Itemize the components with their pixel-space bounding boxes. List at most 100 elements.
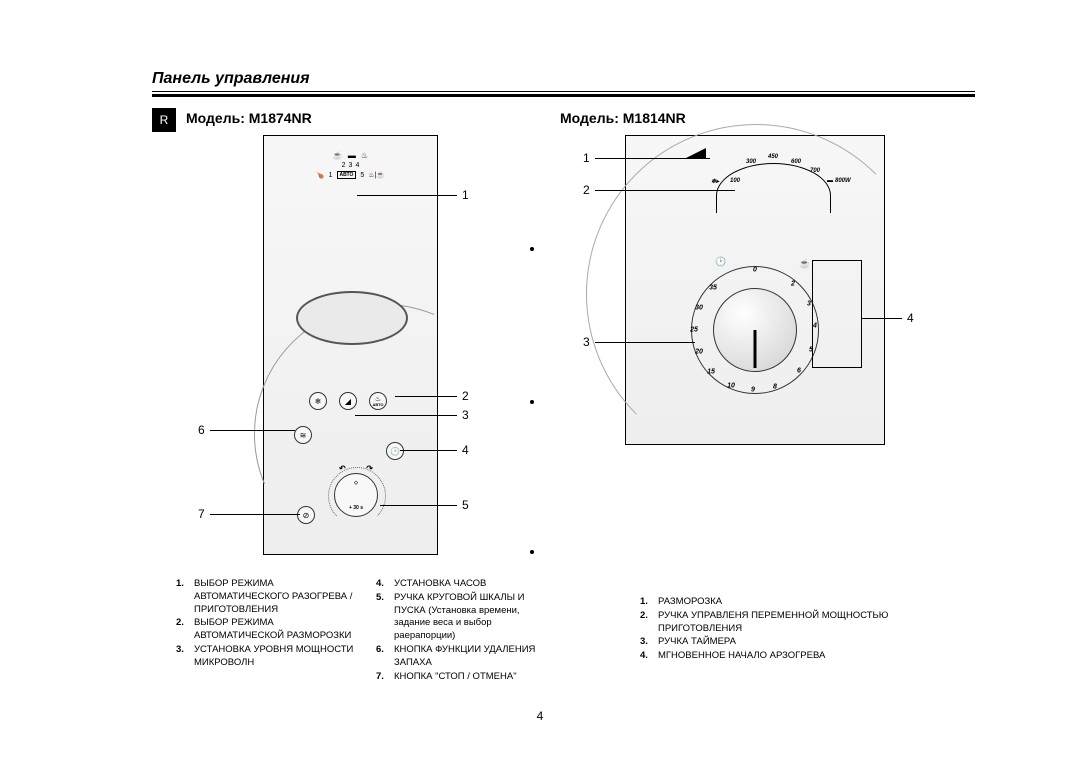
auto-button: ♨ АВТО (369, 392, 387, 410)
leader-line (357, 195, 457, 196)
leader-line (595, 158, 710, 159)
dial-arrow-right: ↷ (366, 464, 373, 473)
mode-icon: ♨|☕ (368, 171, 385, 179)
leader-line (400, 450, 457, 451)
leader-line (380, 505, 457, 506)
cancel-icon: ⊘ (303, 511, 310, 520)
dial-minute: 15 (707, 369, 715, 376)
dial-minute: 25 (690, 327, 698, 334)
rule-thin (152, 91, 975, 92)
callout-number: 1 (583, 151, 590, 165)
mode-icon-row: ☕ ▬ ♨ 2 3 4 🍗 1 АВТО 5 ♨|☕ (264, 151, 437, 179)
legend-item: МГНОВЕННОЕ НАЧАЛО АРЗОГРЕВА (640, 650, 950, 663)
page-header: Панель управления (152, 70, 975, 97)
callout-number: 6 (198, 423, 205, 437)
page-title: Панель управления (152, 70, 975, 91)
dial-minute: 20 (695, 349, 703, 356)
binding-dot (530, 247, 534, 251)
dial-minute: 2 (791, 281, 795, 288)
power-value: 100 (730, 178, 740, 184)
power-scale: ❄▸ 100 300 450 600 700 800W ▬ (686, 148, 859, 188)
cancel-button: ⊘ (297, 506, 315, 524)
legend-item: КНОПКА "СТОП / ОТМЕНА" (376, 671, 536, 684)
callout-number: 1 (462, 188, 469, 202)
defrost-marker-icon: ❄▸ (711, 178, 719, 185)
callout-number: 5 (462, 498, 469, 512)
timer-dial: 0 2 3 4 5 6 8 9 10 15 20 25 30 35 🕑 ☕ (691, 266, 819, 394)
mode-num: 2 (342, 162, 346, 169)
legend-item: ВЫБОР РЕЖИМА АВТОМАТИЧЕСКОГО РАЗОГРЕВА /… (176, 578, 356, 616)
leader-line (210, 514, 300, 515)
dial-minute: 9 (751, 387, 755, 394)
legend-item: РАЗМОРОЗКА (640, 596, 950, 609)
callout-number: 4 (907, 311, 914, 325)
deodorize-icon: ≋ (300, 431, 307, 440)
mode-icon: 🍗 (316, 171, 325, 179)
control-panel-m1874nr: ☕ ▬ ♨ 2 3 4 🍗 1 АВТО 5 ♨|☕ ≋ ❄ ◢ ♨ АВТО … (263, 135, 438, 555)
legend-item: КНОПКА ФУНКЦИИ УДАЛЕНИЯ ЗАПАХА (376, 644, 536, 670)
mode-icon: ▬ (348, 151, 356, 160)
clock-button: 🕑 (386, 442, 404, 460)
mode-num: 1 (329, 172, 333, 179)
dial-minute: 8 (773, 384, 777, 391)
power-value: 700 (810, 168, 820, 174)
binding-dot (530, 400, 534, 404)
dial-minute: 10 (727, 383, 735, 390)
leader-line (395, 396, 457, 397)
mode-num: 5 (360, 172, 364, 179)
mode-num: 3 (349, 162, 353, 169)
mode-icon: ☕ (333, 151, 343, 160)
clock-icon: 🕑 (390, 447, 400, 456)
dial-arrow-left: ↶ (339, 464, 346, 473)
power-value: 800W (835, 178, 851, 184)
end-dash: ▬ (827, 178, 833, 184)
mode-num: 4 (355, 162, 359, 169)
dial-plus30s-label: + 30 s (349, 505, 363, 511)
leader-line (862, 318, 902, 319)
power-icon: ◢ (345, 397, 351, 406)
legend-item: РУЧКА УПРАВЛЕНЯ ПЕРЕМЕННОЙ МОЩНОСТЬЮ ПРИ… (640, 610, 950, 636)
avto-label: АВТО (337, 171, 357, 179)
leader-line (595, 190, 735, 191)
leader-line (595, 342, 695, 343)
legend-right: РАЗМОРОЗКАРУЧКА УПРАВЛЕНЯ ПЕРЕМЕННОЙ МОЩ… (640, 596, 950, 664)
dial-minute: 0 (753, 267, 757, 274)
quick-deodorize-button: ≋ (294, 426, 312, 444)
dial-knob-center (713, 288, 797, 372)
callout-number: 2 (583, 183, 590, 197)
mode-icon: ♨ (361, 151, 368, 160)
power-value: 600 (791, 159, 801, 165)
power-triangle-icon (686, 148, 706, 158)
leader-line (210, 430, 295, 431)
callout-number: 4 (462, 443, 469, 457)
auto-label: АВТО (372, 403, 383, 407)
clock-icon: 🕑 (715, 257, 726, 268)
legend-item: РУЧКА КРУГОВОЙ ШКАЛЫ И ПУСКА (Установка … (376, 592, 536, 643)
legend-item: РУЧКА ТАЙМЕРА (640, 636, 950, 649)
model-label-left: Модель: M1874NR (186, 110, 312, 126)
legend-left-col2: УСТАНОВКА ЧАСОВРУЧКА КРУГОВОЙ ШКАЛЫ И ПУ… (376, 578, 536, 685)
side-tab: R (152, 108, 176, 132)
page-number: 4 (537, 709, 544, 723)
legend-left-col1: ВЫБОР РЕЖИМА АВТОМАТИЧЕСКОГО РАЗОГРЕВА /… (176, 578, 356, 671)
callout-box (812, 260, 862, 368)
dial-minute: 30 (695, 305, 703, 312)
binding-dot (530, 550, 534, 554)
dial-minute: 6 (797, 368, 801, 375)
power-level-button: ◢ (339, 392, 357, 410)
power-value: 450 (768, 154, 778, 160)
dial-knob: ↶ ↷ ◇ + 30 s (334, 473, 378, 517)
dial-minute: 35 (709, 285, 717, 292)
defrost-button: ❄ (309, 392, 327, 410)
dial-diamond-icon: ◇ (354, 480, 358, 486)
callout-number: 7 (198, 507, 205, 521)
legend-item: УСТАНОВКА УРОВНЯ МОЩНОСТИ МИКРОВОЛН (176, 644, 356, 670)
legend-item: ВЫБОР РЕЖИМА АВТОМАТИЧЕСКОЙ РАЗМОРОЗКИ (176, 617, 356, 643)
dial-minute: 3 (807, 301, 811, 308)
rule-thick (152, 94, 975, 97)
defrost-icon: ❄ (315, 397, 322, 406)
model-label-right: Модель: M1814NR (560, 110, 686, 126)
leader-line (355, 415, 457, 416)
display-oval (296, 291, 408, 345)
callout-number: 3 (583, 335, 590, 349)
